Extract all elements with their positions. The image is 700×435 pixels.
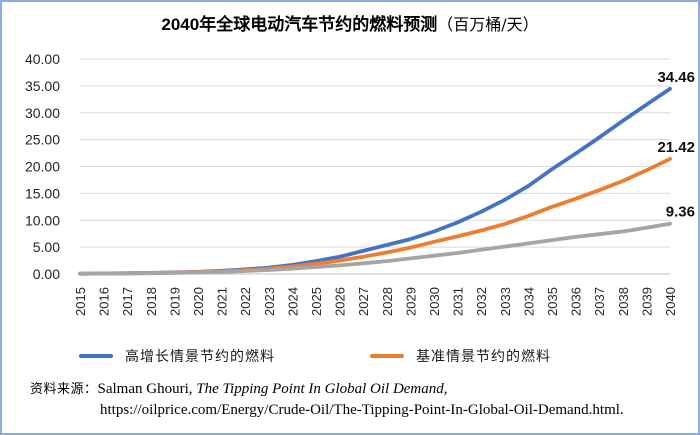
svg-text:2029: 2029 bbox=[403, 287, 418, 316]
svg-text:2034: 2034 bbox=[521, 287, 536, 316]
svg-text:2032: 2032 bbox=[474, 287, 489, 316]
svg-text:2022: 2022 bbox=[238, 287, 253, 316]
svg-text:2030: 2030 bbox=[427, 287, 442, 316]
source-citation: 资料来源：Salman Ghouri, The Tipping Point In… bbox=[30, 379, 624, 400]
legend-label: 基准情景节约的燃料 bbox=[416, 349, 551, 365]
chart-title: 2040年全球电动汽车节约的燃料预测（百万桶/天） bbox=[2, 10, 698, 35]
svg-text:40.00: 40.00 bbox=[25, 51, 60, 67]
svg-text:0.00: 0.00 bbox=[33, 266, 60, 282]
source-note: 资料来源：Salman Ghouri, The Tipping Point In… bbox=[30, 379, 624, 421]
chart-legend: 高增长情景节约的燃料 基准情景节约的燃料 bbox=[2, 346, 663, 366]
svg-text:30.00: 30.00 bbox=[25, 105, 60, 121]
svg-text:2017: 2017 bbox=[120, 287, 135, 316]
source-url: https://oilprice.com/Energy/Crude-Oil/Th… bbox=[100, 402, 624, 418]
svg-text:2033: 2033 bbox=[498, 287, 513, 316]
svg-text:2031: 2031 bbox=[451, 287, 466, 316]
legend-item-baseline: 基准情景节约的燃料 bbox=[370, 346, 551, 366]
svg-text:2027: 2027 bbox=[356, 287, 371, 316]
legend-item-high-growth: 高增长情景节约的燃料 bbox=[79, 346, 275, 366]
svg-text:2025: 2025 bbox=[309, 287, 324, 316]
svg-text:2023: 2023 bbox=[262, 287, 277, 316]
svg-text:2036: 2036 bbox=[569, 287, 584, 316]
svg-text:2015: 2015 bbox=[73, 287, 88, 316]
svg-text:2037: 2037 bbox=[592, 287, 607, 316]
line-marker-icon bbox=[370, 354, 404, 358]
svg-text:20.00: 20.00 bbox=[25, 159, 60, 175]
svg-text:2026: 2026 bbox=[333, 287, 348, 316]
svg-text:9.36: 9.36 bbox=[666, 204, 695, 221]
source-author: Salman Ghouri, bbox=[97, 381, 197, 397]
chart-title-main: 2040年全球电动汽车节约的燃料预测 bbox=[161, 15, 438, 34]
svg-text:2039: 2039 bbox=[639, 287, 654, 316]
line-chart: 0.00 5.00 10.00 15.00 20.00 25.00 30.00 35.00 40… bbox=[25, 51, 695, 316]
svg-text:35.00: 35.00 bbox=[25, 78, 60, 94]
source-work-title: The Tipping Point In Global Oil Demand, bbox=[196, 381, 448, 397]
svg-text:2021: 2021 bbox=[215, 287, 230, 316]
svg-text:2019: 2019 bbox=[167, 287, 182, 316]
svg-text:2024: 2024 bbox=[285, 287, 300, 316]
svg-text:2038: 2038 bbox=[616, 287, 631, 316]
svg-text:2016: 2016 bbox=[97, 287, 112, 316]
svg-text:2020: 2020 bbox=[191, 287, 206, 316]
svg-text:2035: 2035 bbox=[545, 287, 560, 316]
chart-title-unit: （百万桶/天） bbox=[437, 15, 539, 34]
svg-text:10.00: 10.00 bbox=[25, 212, 60, 228]
line-marker-icon bbox=[79, 354, 113, 358]
svg-text:21.42: 21.42 bbox=[657, 139, 695, 156]
svg-text:25.00: 25.00 bbox=[25, 132, 60, 148]
svg-text:2040: 2040 bbox=[663, 287, 678, 316]
svg-text:2028: 2028 bbox=[380, 287, 395, 316]
legend-label: 高增长情景节约的燃料 bbox=[125, 349, 275, 365]
source-prefix: 资料来源： bbox=[30, 382, 98, 397]
svg-text:34.46: 34.46 bbox=[657, 69, 695, 86]
svg-text:2018: 2018 bbox=[144, 287, 159, 316]
svg-text:15.00: 15.00 bbox=[25, 185, 60, 201]
svg-text:5.00: 5.00 bbox=[33, 239, 60, 255]
